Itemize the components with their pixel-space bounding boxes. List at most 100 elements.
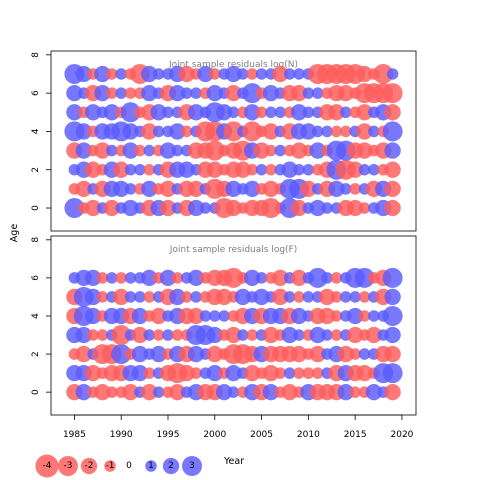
y-tick-label: 4 <box>31 128 41 134</box>
residual-bubble <box>143 144 156 157</box>
residual-bubble <box>244 269 261 287</box>
y-tick-label: 8 <box>31 52 41 58</box>
residual-bubble <box>255 272 268 284</box>
residual-bubble <box>84 104 102 121</box>
residual-bubble <box>103 104 120 121</box>
residual-bubble <box>265 163 277 176</box>
residual-bubble <box>340 183 352 195</box>
panel-frame <box>50 50 417 232</box>
legend-bubble <box>145 460 157 472</box>
residual-bubble <box>206 84 223 102</box>
residual-bubble <box>265 144 277 157</box>
residual-bubble <box>293 367 305 379</box>
residual-bubble <box>234 161 252 178</box>
residual-bubble <box>340 125 352 138</box>
residual-bubble <box>225 65 242 83</box>
residual-bubble <box>225 326 242 344</box>
residual-bubble <box>302 291 315 303</box>
y-tick-label: 6 <box>31 275 41 281</box>
residual-bubble <box>141 180 158 198</box>
residual-bubble <box>253 142 270 159</box>
residual-bubble <box>64 198 85 219</box>
residual-bubble <box>262 383 280 401</box>
residual-bubble <box>255 163 268 176</box>
residual-bubble <box>382 305 403 326</box>
residual-bubble <box>178 364 195 382</box>
residual-bubble <box>215 383 233 401</box>
legend-bubble <box>104 460 116 472</box>
residual-bubble <box>113 288 130 306</box>
residual-bubble <box>152 125 165 138</box>
residual-bubble <box>84 307 102 325</box>
residual-bubble <box>115 68 127 80</box>
residual-bubble <box>311 367 324 379</box>
residual-bubble <box>84 288 102 306</box>
residual-bubble <box>206 161 223 178</box>
residual-bubble <box>386 68 399 80</box>
residual-bubble <box>141 383 158 401</box>
panels-layer: Joint sample residuals log(N)02468Joint … <box>31 50 417 416</box>
residual-bubble <box>134 144 146 157</box>
residual-bubble <box>274 106 287 119</box>
residual-bubble <box>330 329 343 341</box>
residual-bubble <box>309 199 326 217</box>
residual-bubble <box>141 84 158 102</box>
residual-bubble <box>131 307 149 325</box>
legend-entry: 2 <box>162 457 180 475</box>
residual-bubble <box>347 199 364 217</box>
residual-bubble <box>349 183 361 195</box>
residual-bubble <box>300 123 317 140</box>
residual-bubble <box>311 125 324 138</box>
residual-bubble <box>328 180 345 198</box>
x-tick-label: 2020 <box>391 430 414 440</box>
residual-bubble <box>272 65 289 83</box>
residual-bubble <box>307 267 328 288</box>
residual-bubble <box>382 267 403 288</box>
residual-bubble <box>150 345 167 363</box>
residual-bubble <box>246 329 258 341</box>
residual-bubble <box>209 310 221 322</box>
residual-bubble <box>122 199 139 217</box>
residual-bubble <box>106 144 118 157</box>
residual-bubble <box>75 180 92 198</box>
residual-bubble <box>358 310 371 322</box>
residual-bubble <box>106 87 118 99</box>
residual-bubble <box>206 345 223 363</box>
panel-1: Joint sample residuals log(N) 0 2 4 6 8 <box>31 50 417 232</box>
residual-bubble <box>262 326 280 344</box>
residual-bubble <box>290 104 308 121</box>
legend-label: -2 <box>85 461 94 471</box>
residual-bubble <box>309 345 326 363</box>
residual-bubble <box>384 199 401 217</box>
residual-bubble <box>302 163 315 176</box>
x-axis-label: Year <box>223 456 244 467</box>
residual-bubble <box>124 183 137 195</box>
residual-bubble <box>143 163 156 176</box>
residual-bubble <box>106 272 118 284</box>
residual-bubble <box>302 87 315 99</box>
x-tick-label: 2010 <box>297 430 320 440</box>
residual-bubble <box>283 291 296 303</box>
residual-bubble <box>159 199 177 217</box>
residual-bubble <box>218 310 230 322</box>
residual-bubble <box>290 269 308 287</box>
residual-bubble <box>75 65 92 83</box>
residual-bubble <box>368 163 380 176</box>
legend-entry: 3 <box>182 456 202 476</box>
legend-bubble <box>58 456 78 476</box>
residual-bubble <box>358 291 371 303</box>
residual-bubble <box>347 161 364 178</box>
residual-bubble <box>365 383 383 401</box>
residual-bubble <box>115 272 127 284</box>
residual-bubble <box>260 198 281 219</box>
residual-bubble <box>190 291 202 303</box>
residual-bubble <box>187 269 205 287</box>
residual-bubble <box>293 163 305 176</box>
residual-bubble <box>152 68 165 80</box>
residual-bubble <box>281 326 298 344</box>
residual-bubble <box>187 345 205 363</box>
legend-entry: 1 <box>145 460 157 472</box>
residual-bubble <box>187 199 205 217</box>
residual-bubble <box>337 345 354 363</box>
residual-bubble <box>94 142 111 159</box>
